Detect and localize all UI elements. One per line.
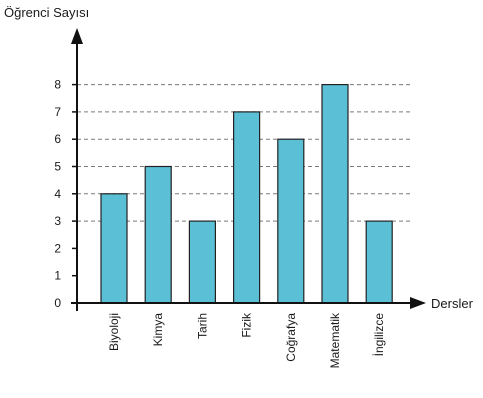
bar-0 (100, 193, 128, 304)
y-tick-label-1: 1 (54, 269, 61, 283)
y-tick-label-4: 4 (54, 187, 61, 201)
x-tick-label-1: Kimya (151, 313, 165, 347)
bar-1 (144, 165, 172, 304)
bar-4 (277, 138, 305, 304)
y-ticks: 0 1 2 3 4 5 6 7 8 (54, 78, 77, 310)
bar-6 (365, 220, 393, 304)
y-tick-label-5: 5 (54, 160, 61, 174)
bar-2 (188, 220, 216, 304)
bar-3 (233, 111, 261, 304)
x-tick-label-3: Fizik (240, 312, 254, 338)
y-tick-label-2: 2 (54, 241, 61, 255)
y-tick-label-8: 8 (54, 78, 61, 92)
bars (100, 83, 393, 304)
x-tick-label-0: Biyoloji (107, 313, 121, 351)
bar-5 (321, 83, 349, 304)
y-tick-label-7: 7 (54, 105, 61, 119)
x-axis-title: Dersler (431, 296, 474, 311)
y-tick-label-3: 3 (54, 214, 61, 228)
x-tick-label-4: Coğrafya (284, 313, 298, 362)
x-tick-labels: Biyoloji Kimya Tarih Fizik Coğrafya Matematik… (107, 312, 386, 368)
x-tick-label-5: Matematik (328, 312, 342, 368)
y-axis-arrow (71, 28, 83, 44)
y-axis-title: Öğrenci Sayısı (4, 5, 89, 20)
x-tick-label-2: Tarih (195, 313, 209, 339)
y-tick-label-0: 0 (54, 296, 61, 310)
x-tick-label-6: İngilizce (372, 313, 386, 357)
y-tick-label-6: 6 (54, 132, 61, 146)
x-axis-arrow (410, 297, 426, 309)
